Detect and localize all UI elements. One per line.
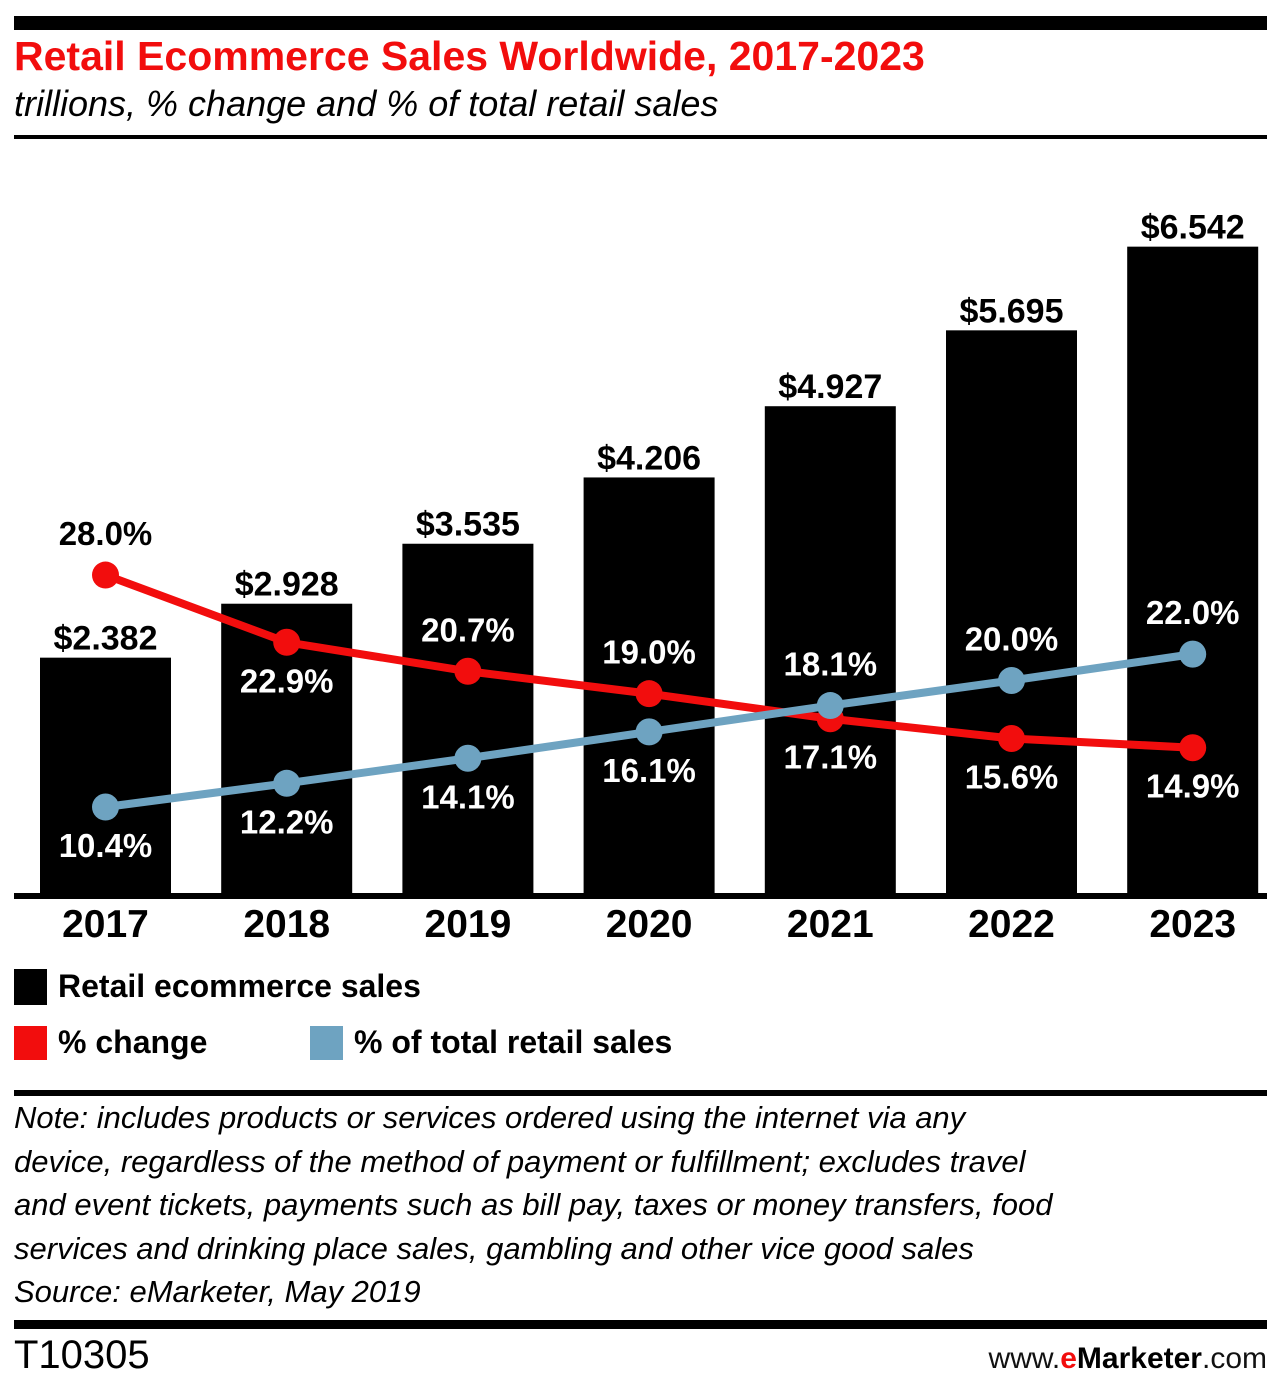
- bar-value-label-2022: $5.695: [960, 292, 1064, 330]
- point-pct-of-total-2020: [635, 718, 663, 746]
- point-pct-change-2020: [635, 680, 663, 708]
- x-axis-label-2021: 2021: [787, 903, 874, 946]
- legend-entry-pct-change: % change: [14, 1024, 207, 1061]
- x-axis-label-2023: 2023: [1149, 903, 1236, 946]
- note-divider: [14, 1090, 1267, 1096]
- bar-value-label-2021: $4.927: [778, 368, 882, 406]
- legend-entry-ecommerce-sales: Retail ecommerce sales: [14, 968, 421, 1005]
- point-label-pct-of-total-2018: 12.2%: [240, 803, 334, 840]
- note-text: Note: includes products or services orde…: [14, 1100, 1053, 1266]
- point-label-pct-change-2017: 28.0%: [59, 515, 153, 552]
- point-pct-of-total-2023: [1179, 640, 1207, 668]
- point-label-pct-change-2020: 19.0%: [602, 634, 696, 671]
- bar-value-label-2020: $4.206: [597, 439, 701, 477]
- bar-value-label-2018: $2.928: [235, 566, 339, 604]
- footer-divider: [14, 1320, 1267, 1329]
- website-url: www.eMarketer.com: [989, 1342, 1267, 1376]
- bar-value-label-2019: $3.535: [416, 506, 520, 544]
- x-axis-label-2019: 2019: [425, 903, 512, 946]
- point-pct-of-total-2017: [92, 793, 119, 821]
- point-label-pct-change-2018: 22.9%: [240, 662, 334, 699]
- bar-value-label-2017: $2.382: [54, 620, 158, 658]
- bar-2022: [946, 330, 1077, 894]
- point-pct-of-total-2021: [816, 692, 844, 720]
- header-divider: [14, 135, 1267, 139]
- point-label-pct-of-total-2017: 10.4%: [59, 827, 153, 864]
- url-com: .com: [1201, 1342, 1267, 1375]
- point-pct-of-total-2019: [454, 744, 482, 772]
- legend-swatch-red: [14, 1025, 47, 1060]
- point-label-pct-of-total-2022: 20.0%: [965, 621, 1059, 658]
- legend-swatch-blue: [310, 1025, 343, 1060]
- point-pct-of-total-2018: [273, 769, 301, 797]
- point-label-pct-change-2021: 17.1%: [784, 739, 878, 776]
- point-pct-change-2018: [273, 628, 301, 656]
- bar-value-label-2023: $6.542: [1141, 209, 1245, 247]
- x-axis-label-2017: 2017: [62, 903, 149, 946]
- chart-id: T10305: [14, 1333, 150, 1377]
- x-axis-label-2020: 2020: [606, 903, 693, 946]
- bar-2017: [40, 657, 171, 893]
- bar-2023: [1127, 246, 1259, 894]
- top-divider-bar: [14, 16, 1267, 30]
- point-pct-of-total-2022: [998, 667, 1025, 694]
- point-label-pct-of-total-2021: 18.1%: [784, 646, 878, 683]
- legend-label-ecommerce-sales: Retail ecommerce sales: [58, 968, 421, 1004]
- url-www: www.: [988, 1342, 1061, 1375]
- x-axis-line: [14, 893, 1267, 899]
- legend-entry-pct-of-total: % of total retail sales: [310, 1024, 672, 1061]
- source-text: Source: eMarketer, May 2019: [14, 1274, 421, 1309]
- chart-subtitle: trillions, % change and % of total retai…: [14, 83, 719, 124]
- chart-title: Retail Ecommerce Sales Worldwide, 2017-2…: [14, 33, 925, 79]
- point-pct-change-2019: [454, 657, 482, 685]
- point-label-pct-of-total-2023: 22.0%: [1146, 594, 1240, 631]
- bar-2021: [764, 406, 896, 893]
- bar-2019: [402, 543, 534, 893]
- point-pct-change-2017: [92, 561, 119, 589]
- url-marketer: Marketer: [1076, 1342, 1202, 1375]
- legend-label-pct-of-total: % of total retail sales: [354, 1024, 673, 1060]
- point-label-pct-change-2019: 20.7%: [421, 611, 515, 648]
- x-axis-label-2018: 2018: [243, 903, 330, 946]
- x-axis-label-2022: 2022: [968, 903, 1055, 946]
- point-label-pct-change-2022: 15.6%: [965, 758, 1059, 795]
- url-e: e: [1060, 1342, 1077, 1375]
- point-label-pct-of-total-2020: 16.1%: [602, 752, 696, 789]
- point-label-pct-change-2023: 14.9%: [1146, 768, 1240, 805]
- footer: T10305 www.eMarketer.com: [14, 1333, 1267, 1378]
- legend-swatch-black: [14, 968, 47, 1005]
- legend-label-pct-change: % change: [58, 1024, 208, 1060]
- point-pct-change-2022: [998, 724, 1025, 752]
- point-pct-change-2023: [1179, 734, 1207, 762]
- point-label-pct-of-total-2019: 14.1%: [421, 778, 515, 815]
